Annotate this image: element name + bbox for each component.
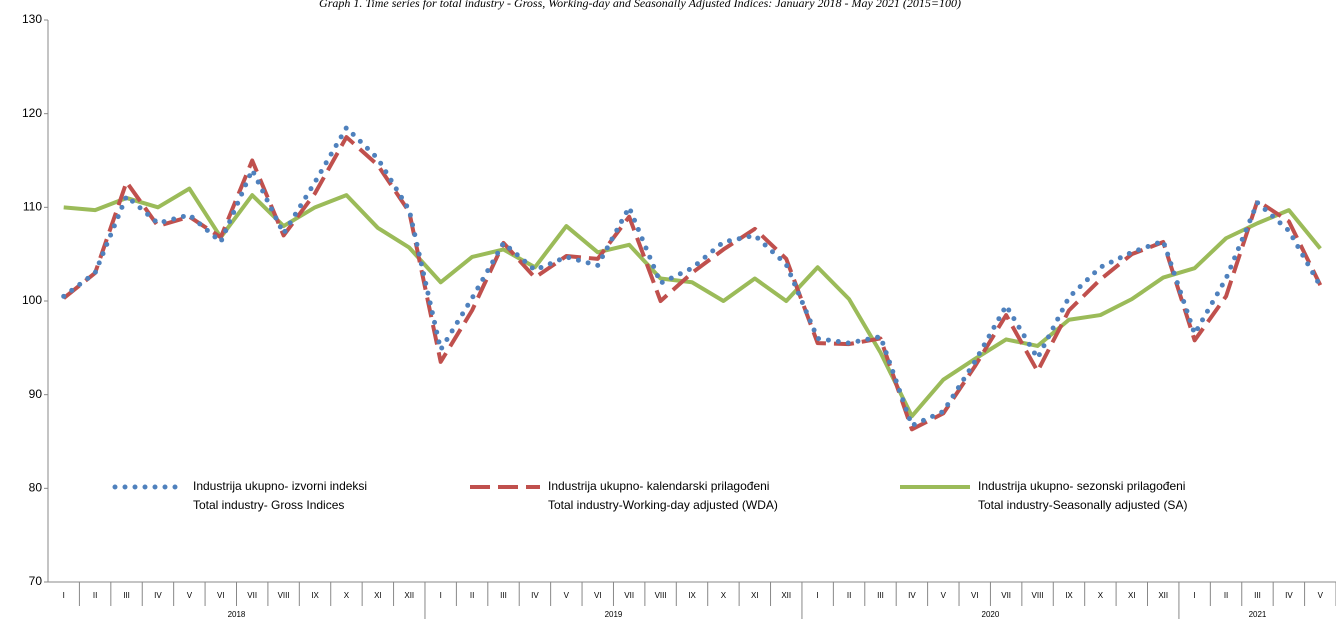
x-tick-label: II	[470, 591, 474, 600]
x-tick-label: VIII	[1032, 591, 1044, 600]
year-label: 2020	[982, 610, 1000, 619]
chart-title: Graph 1. Time series for total industry …	[319, 0, 961, 10]
y-tick-label: 80	[29, 481, 43, 495]
x-tick-label: I	[440, 591, 442, 600]
year-label: 2021	[1249, 610, 1267, 619]
x-tick-label: XII	[404, 591, 414, 600]
x-tick-label: I	[1194, 591, 1196, 600]
legend-label-en: Total industry- Gross Indices	[193, 498, 344, 512]
y-tick-label: 90	[29, 387, 43, 401]
x-tick-label: X	[1098, 591, 1104, 600]
x-tick-label: II	[1224, 591, 1228, 600]
x-tick-label: I	[817, 591, 819, 600]
x-tick-label: III	[1254, 591, 1261, 600]
x-tick-label: III	[123, 591, 130, 600]
y-tick-label: 130	[22, 12, 42, 26]
x-tick-label: VII	[247, 591, 257, 600]
x-tick-label: VII	[624, 591, 634, 600]
x-tick-label: XII	[1158, 591, 1168, 600]
x-tick-label: XI	[751, 591, 759, 600]
legend-label: Industrija ukupno- kalendarski prilagođe…	[548, 479, 769, 493]
x-tick-label: III	[500, 591, 507, 600]
x-tick-label: VIII	[655, 591, 667, 600]
legend-label-en: Total industry-Working-day adjusted (WDA…	[548, 498, 778, 512]
legend-label: Industrija ukupno- izvorni indeksi	[193, 479, 367, 493]
x-tick-label: III	[877, 591, 884, 600]
x-tick-label: IV	[908, 591, 916, 600]
x-tick-label: VI	[971, 591, 979, 600]
legend-label: Industrija ukupno- sezonski prilagođeni	[978, 479, 1185, 493]
x-tick-label: II	[847, 591, 851, 600]
x-tick-label: XII	[781, 591, 791, 600]
x-tick-label: V	[187, 591, 193, 600]
x-tick-label: VI	[594, 591, 602, 600]
y-tick-label: 110	[23, 200, 42, 214]
x-tick-label: IX	[688, 591, 696, 600]
x-tick-label: X	[721, 591, 727, 600]
x-tick-label: IX	[1065, 591, 1073, 600]
x-tick-label: II	[93, 591, 97, 600]
year-label: 2019	[605, 610, 623, 619]
x-tick-label: XI	[374, 591, 382, 600]
x-tick-label: V	[564, 591, 570, 600]
x-tick-label: V	[941, 591, 947, 600]
x-tick-label: IV	[1285, 591, 1293, 600]
y-tick-label: 100	[22, 293, 42, 307]
y-tick-label: 70	[29, 574, 43, 588]
x-tick-label: VI	[217, 591, 225, 600]
legend-label-en: Total industry-Seasonally adjusted (SA)	[978, 498, 1187, 512]
x-tick-label: VII	[1001, 591, 1011, 600]
x-tick-label: IX	[311, 591, 319, 600]
year-label: 2018	[228, 610, 246, 619]
x-tick-label: X	[344, 591, 350, 600]
y-tick-label: 120	[22, 106, 42, 120]
series-line	[63, 186, 1322, 419]
series-line	[61, 125, 1323, 429]
x-tick-label: IV	[154, 591, 162, 600]
x-tick-label: VIII	[278, 591, 290, 600]
x-tick-label: V	[1318, 591, 1324, 600]
x-tick-label: IV	[531, 591, 539, 600]
x-tick-label: XI	[1128, 591, 1136, 600]
x-tick-label: I	[63, 591, 65, 600]
